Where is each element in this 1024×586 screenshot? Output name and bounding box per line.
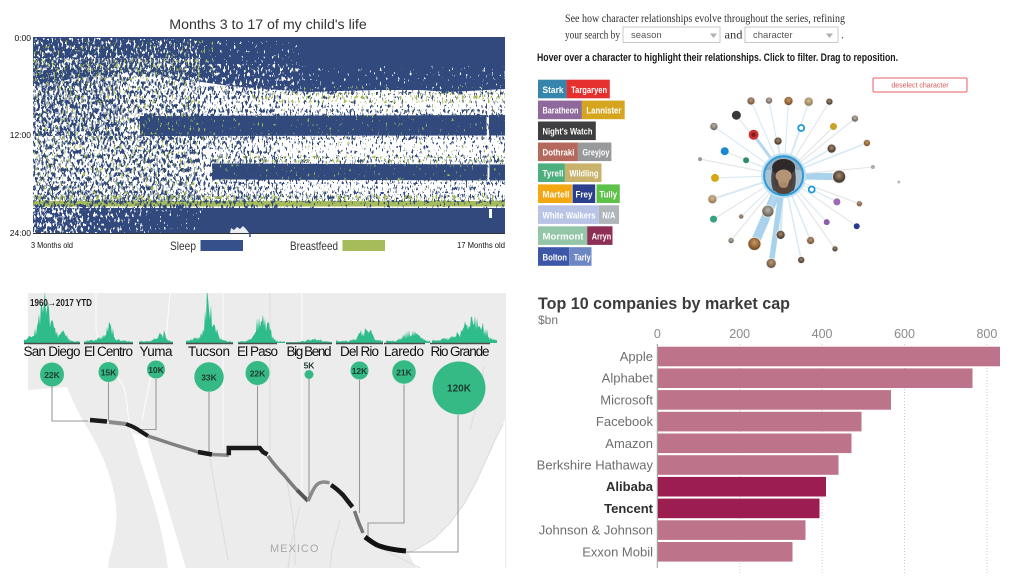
svg-text:Alphabet: Alphabet [602,371,654,386]
svg-text:Tyrell: Tyrell [543,169,564,180]
svg-text:22K: 22K [44,370,60,380]
svg-text:Del Rio: Del Rio [340,344,379,359]
svg-text:1960→2017 YTD: 1960→2017 YTD [30,297,92,309]
svg-text:N/A: N/A [602,210,615,221]
svg-text:San Diego: San Diego [24,344,81,359]
svg-text:0:00: 0:00 [14,33,31,43]
svg-text:Microsoft: Microsoft [600,392,653,407]
svg-text:Wildling: Wildling [569,169,598,180]
svg-text:Sleep: Sleep [170,239,196,253]
svg-text:Targaryen: Targaryen [571,85,607,96]
svg-text:Amazon: Amazon [605,436,653,451]
svg-text:See how character relationship: See how character relationships evolve t… [565,11,845,25]
svg-text:Rio Grande: Rio Grande [431,344,490,359]
svg-text:and: and [725,28,743,42]
svg-text:Months 3 to 17 of my child's l: Months 3 to 17 of my child's life [169,17,367,33]
svg-text:5K: 5K [304,361,316,371]
svg-text:400: 400 [812,327,833,341]
svg-text:200: 200 [729,327,750,341]
svg-text:.: . [841,28,844,42]
svg-text:deselect character: deselect character [891,82,949,89]
svg-text:Frey: Frey [576,190,594,201]
svg-text:10K: 10K [148,365,164,375]
svg-text:El Paso: El Paso [237,344,278,359]
svg-text:Johnson & Johnson: Johnson & Johnson [539,523,653,538]
svg-text:21K: 21K [396,368,412,378]
svg-text:Mormont: Mormont [543,231,585,242]
svg-text:Yuma: Yuma [140,344,173,359]
svg-text:MEXICO: MEXICO [270,543,320,555]
svg-text:Arryn: Arryn [592,231,612,242]
svg-text:$bn: $bn [538,313,558,327]
svg-text:Alibaba: Alibaba [606,479,654,494]
svg-text:Laredo: Laredo [384,344,424,359]
svg-text:800: 800 [976,327,997,341]
svg-text:Lannister: Lannister [586,106,621,117]
svg-text:Greyjoy: Greyjoy [582,148,610,159]
svg-text:Tencent: Tencent [604,501,654,516]
svg-text:El Centro: El Centro [84,344,133,359]
svg-text:Dothraki: Dothraki [543,148,575,159]
svg-text:12:00: 12:00 [10,130,32,140]
svg-text:600: 600 [894,327,915,341]
svg-text:Hover over a character to high: Hover over a character to highlight thei… [537,52,898,64]
svg-text:White Walkers: White Walkers [543,210,596,221]
svg-text:Facebook: Facebook [596,414,654,429]
svg-text:Breastfeed: Breastfeed [290,239,338,253]
svg-text:character: character [753,30,793,41]
svg-text:15K: 15K [101,368,117,378]
svg-text:Berkshire Hathaway: Berkshire Hathaway [537,458,654,473]
svg-text:Tully: Tully [600,190,618,201]
svg-text:12K: 12K [352,366,368,376]
svg-text:Stark: Stark [543,85,565,96]
svg-text:Tarly: Tarly [574,252,592,263]
svg-text:Bolton: Bolton [543,252,568,263]
svg-text:17 Months old: 17 Months old [457,240,505,250]
svg-text:season: season [631,30,662,41]
svg-text:Tucson: Tucson [188,344,230,359]
svg-text:Top 10 companies by market cap: Top 10 companies by market cap [538,294,790,313]
svg-text:Martell: Martell [543,190,570,201]
svg-text:Apple: Apple [620,349,653,364]
svg-text:22K: 22K [250,369,266,379]
svg-text:your search by: your search by [565,28,620,42]
svg-text:120K: 120K [447,384,472,395]
svg-text:0: 0 [654,327,661,341]
svg-text:Exxon Mobil: Exxon Mobil [582,544,653,559]
svg-text:Baratheon: Baratheon [543,106,579,117]
svg-text:3 Months old: 3 Months old [31,240,73,250]
svg-text:33K: 33K [201,373,217,383]
svg-text:Big Bend: Big Bend [287,344,332,359]
svg-text:24:00: 24:00 [10,228,32,238]
svg-text:Night's Watch: Night's Watch [543,127,593,138]
